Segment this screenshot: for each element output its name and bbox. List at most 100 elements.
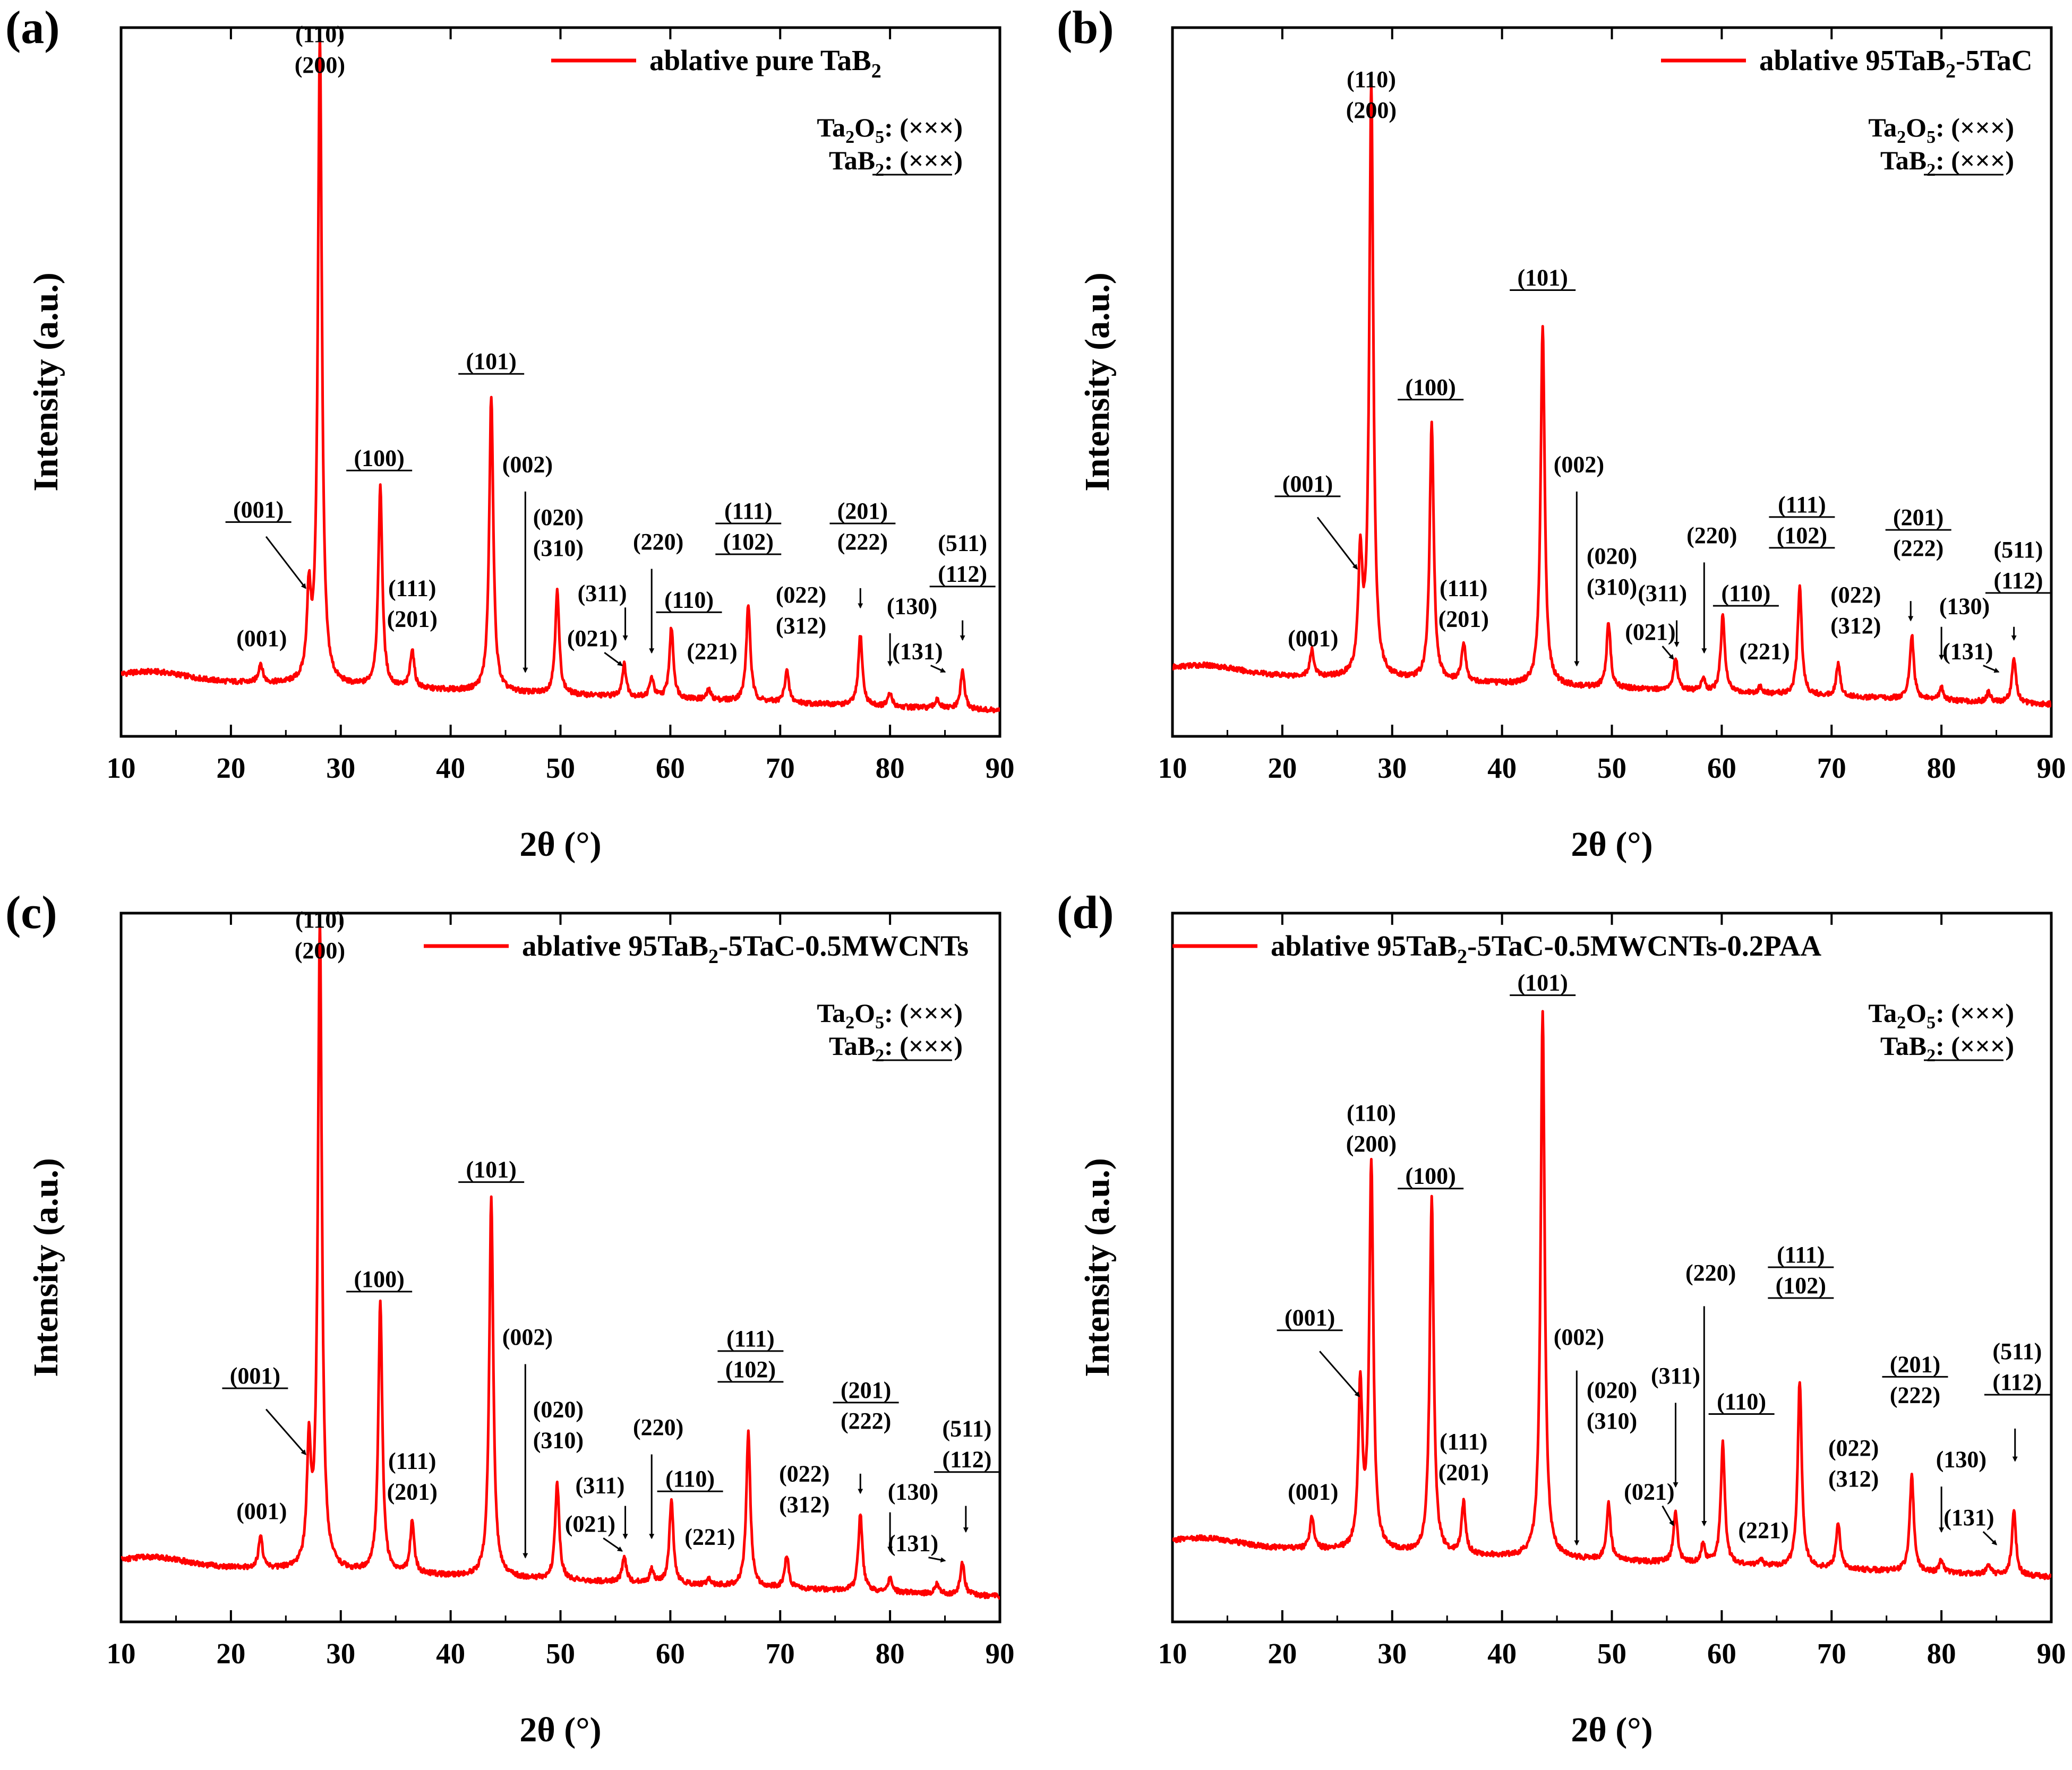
x-tick-label: 80 xyxy=(1927,1637,1956,1670)
peak-arrow xyxy=(1316,517,1358,570)
peak-label: (001) xyxy=(1288,625,1338,651)
peak-arrow xyxy=(1662,1505,1674,1526)
peak-label: (020) xyxy=(1587,1377,1637,1403)
peak-label: (022) xyxy=(1830,582,1881,608)
phase-key-TaB2: TaB2: (×××) xyxy=(1880,1031,2014,1066)
peak-label: (020) xyxy=(1587,543,1637,569)
peak-label: (220) xyxy=(1686,522,1737,548)
phase-key-Ta2O5: Ta2O5: (×××) xyxy=(817,113,963,147)
peak-label: (112) xyxy=(942,1447,991,1473)
phase-key-Ta2O5: Ta2O5: (×××) xyxy=(1868,113,2014,147)
peak-label: (200) xyxy=(1346,1131,1397,1157)
peak-label: (511) xyxy=(938,530,987,556)
x-tick-label: 30 xyxy=(326,1637,355,1670)
legend-label: ablative 95TaB2-5TaC-0.5MWCNTs-0.2PAA xyxy=(1271,930,1821,968)
peak-label: (001) xyxy=(1282,471,1333,497)
peak-label: (220) xyxy=(633,1414,683,1440)
x-tick-label: 90 xyxy=(2037,752,2066,784)
x-tick-label: 20 xyxy=(1268,1637,1297,1670)
x-tick-label: 10 xyxy=(1158,1637,1187,1670)
panel-letter: (a) xyxy=(5,2,60,54)
peak-label: (001) xyxy=(233,496,284,522)
x-tick-label: 60 xyxy=(656,752,685,784)
xrd-trace xyxy=(1172,81,2051,708)
peak-label: (200) xyxy=(1346,97,1397,123)
legend-label: ablative 95TaB2-5TaC-0.5MWCNTs xyxy=(522,930,969,968)
peak-label: (110) xyxy=(295,907,345,933)
panel-b: (b) 10 20 30 40 50 60 70 80 90 2θ (°) Intensity (a.… xyxy=(1057,2,2066,864)
peak-arrow xyxy=(603,1537,623,1552)
x-tick-label: 70 xyxy=(1817,1637,1846,1670)
x-axis-label: 2θ (°) xyxy=(1571,825,1653,864)
x-tick-label: 40 xyxy=(1487,1637,1517,1670)
peak-label: (111) xyxy=(1777,1242,1825,1268)
peak-label: (022) xyxy=(776,582,826,608)
x-axis-label: 2θ (°) xyxy=(519,825,601,864)
peak-label: (112) xyxy=(938,561,987,587)
x-axis-label: 2θ (°) xyxy=(1571,1711,1653,1749)
peak-label: (001) xyxy=(236,625,287,651)
x-tick-label: 40 xyxy=(436,1637,465,1670)
peak-label: (100) xyxy=(1406,1163,1456,1189)
peak-label: (021) xyxy=(567,625,618,651)
peak-arrow xyxy=(1662,646,1674,660)
panel-letter: (b) xyxy=(1057,2,1114,54)
peak-label: (111) xyxy=(1778,492,1826,518)
phase-key-TaB2: TaB2: (×××) xyxy=(1880,145,2014,180)
peak-arrow xyxy=(265,536,306,589)
peak-label: (100) xyxy=(1406,374,1456,400)
peak-label: (002) xyxy=(1554,451,1604,477)
peak-label: (112) xyxy=(1992,1369,2042,1395)
peak-label: (220) xyxy=(1685,1260,1736,1286)
peak-label: (020) xyxy=(533,1396,584,1422)
peak-arrow xyxy=(265,1408,306,1455)
x-tick-label: 80 xyxy=(876,752,905,784)
legend-label: ablative 95TaB2-5TaC xyxy=(1759,44,2033,82)
peak-label: (022) xyxy=(779,1461,829,1487)
x-tick-label: 60 xyxy=(656,1637,685,1670)
peak-label: (111) xyxy=(388,1448,436,1474)
peak-label: (131) xyxy=(888,1531,938,1557)
peak-label: (200) xyxy=(295,52,345,78)
x-tick-label: 20 xyxy=(216,1637,245,1670)
panel-letter: (c) xyxy=(5,887,57,939)
peak-arrow xyxy=(1982,1531,1997,1545)
peak-label: (221) xyxy=(687,638,737,664)
peak-label: (021) xyxy=(1625,619,1675,645)
peak-label: (001) xyxy=(1288,1479,1338,1505)
peak-label: (100) xyxy=(354,1266,405,1292)
panel-d: (d) 10 20 30 40 50 60 70 80 90 2θ (°) Intensity (a.… xyxy=(1057,887,2066,1749)
peak-label: (021) xyxy=(1624,1479,1674,1505)
x-tick-label: 20 xyxy=(1268,752,1297,784)
peak-label: (130) xyxy=(1936,1447,1987,1473)
peak-label: (511) xyxy=(1992,1338,2042,1364)
peak-label: (111) xyxy=(1440,1429,1487,1455)
peak-label: (111) xyxy=(726,1326,774,1352)
peak-label: (312) xyxy=(776,613,826,639)
peak-label: (131) xyxy=(1942,638,1993,664)
peak-label: (310) xyxy=(1587,1408,1637,1434)
peak-label: (310) xyxy=(533,1427,584,1453)
peak-label: (311) xyxy=(1651,1363,1700,1389)
peak-label: (001) xyxy=(230,1363,280,1389)
y-axis-label: Intensity (a.u.) xyxy=(27,1158,65,1377)
x-tick-label: 50 xyxy=(1597,1637,1626,1670)
peak-label: (201) xyxy=(1439,1459,1489,1485)
peak-label: (310) xyxy=(1587,574,1637,600)
peak-label: (100) xyxy=(354,445,405,471)
peak-label: (312) xyxy=(1828,1466,1879,1492)
peak-label: (101) xyxy=(466,348,517,374)
x-tick-label: 30 xyxy=(326,752,355,784)
peak-label: (221) xyxy=(1739,638,1790,664)
peak-label: (131) xyxy=(892,638,943,664)
x-tick-label: 90 xyxy=(986,1637,1015,1670)
peak-label: (201) xyxy=(387,1479,438,1505)
peak-arrow xyxy=(604,652,623,666)
peak-label: (021) xyxy=(565,1511,615,1537)
peak-label: (200) xyxy=(295,938,345,964)
peak-label: (111) xyxy=(724,498,772,524)
peak-label: (110) xyxy=(1721,580,1770,606)
peak-label: (101) xyxy=(1518,264,1568,290)
x-tick-label: 30 xyxy=(1377,1637,1407,1670)
x-tick-label: 60 xyxy=(1707,752,1736,784)
